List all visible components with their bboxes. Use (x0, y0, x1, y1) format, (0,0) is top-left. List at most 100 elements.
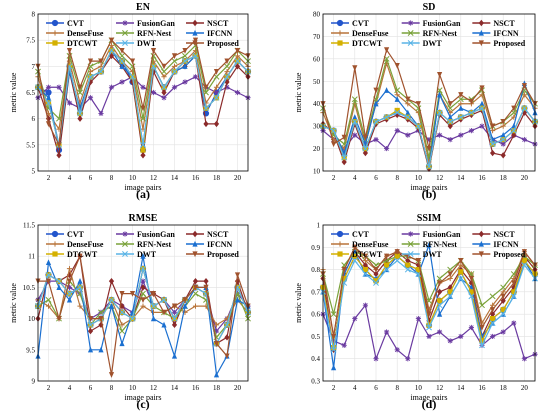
legend-marker (192, 230, 198, 238)
legend-label: Proposed (493, 250, 525, 259)
y-tick-label: 80 (313, 11, 321, 19)
data-point (341, 266, 347, 273)
x-tick-label: 2 (47, 174, 51, 182)
legend-label: DTCWT (352, 39, 383, 48)
data-point (98, 68, 104, 75)
data-point (447, 271, 453, 278)
data-point (140, 297, 146, 303)
data-point (383, 114, 390, 121)
data-point (457, 96, 464, 103)
data-point (150, 303, 157, 310)
x-tick-label: 16 (192, 174, 200, 182)
data-point (203, 120, 209, 128)
data-point (352, 132, 358, 138)
data-point (384, 253, 390, 260)
data-point (500, 307, 506, 313)
data-point (500, 293, 506, 300)
data-point (362, 302, 368, 308)
data-point (373, 270, 379, 278)
legend-marker (52, 40, 58, 46)
data-point (468, 279, 474, 287)
data-point (98, 110, 104, 117)
data-point (66, 290, 73, 297)
data-point (373, 100, 379, 107)
legend-marker (192, 40, 198, 47)
data-point (511, 280, 517, 287)
data-point (129, 315, 136, 322)
data-point (45, 296, 52, 303)
data-point (182, 63, 188, 69)
data-point (447, 137, 453, 143)
x-tick-label: 14 (457, 384, 465, 392)
data-point (224, 58, 230, 65)
data-point (490, 302, 496, 308)
data-point (56, 142, 62, 148)
x-tick-label: 20 (234, 174, 242, 182)
data-point (140, 84, 146, 90)
data-point (129, 73, 136, 80)
x-tick-label: 18 (500, 384, 508, 392)
data-point (56, 316, 62, 322)
y-tick-label: 1 (317, 222, 321, 230)
data-point (352, 244, 358, 251)
data-point (331, 141, 337, 148)
legend-marker (408, 231, 414, 237)
y-axis-label: metric value (9, 72, 18, 112)
y-tick-label: 7.5 (26, 37, 35, 45)
data-point (224, 321, 230, 328)
x-tick-label: 4 (353, 174, 357, 182)
legend-label: DenseFuse (352, 29, 389, 38)
data-point (66, 100, 73, 106)
data-point (150, 315, 157, 322)
data-point (77, 115, 83, 122)
legend-marker (122, 20, 128, 26)
x-tick-label: 4 (68, 174, 72, 182)
legend-marker (52, 241, 58, 247)
data-point (394, 107, 400, 114)
data-point (171, 63, 178, 69)
x-tick-label: 16 (479, 174, 487, 182)
data-point (108, 84, 115, 90)
data-point (500, 152, 506, 159)
legend-marker (52, 30, 58, 36)
data-point (45, 278, 52, 285)
data-point (331, 333, 337, 340)
legend-marker (192, 240, 198, 247)
data-point (213, 94, 220, 101)
legend-marker (478, 240, 484, 247)
data-point (234, 296, 241, 303)
data-point (140, 152, 146, 159)
data-point (203, 89, 209, 96)
data-point (66, 284, 73, 290)
data-point (224, 63, 230, 70)
data-point (66, 48, 73, 54)
y-axis-label: metric value (9, 283, 18, 323)
data-point (490, 307, 496, 313)
data-point (150, 89, 157, 96)
data-point (510, 271, 517, 277)
data-point (140, 290, 146, 297)
data-point (182, 48, 188, 54)
data-point (119, 322, 125, 328)
x-tick-label: 18 (213, 174, 221, 182)
data-point (182, 303, 188, 309)
legend-label: CVT (352, 230, 370, 239)
data-point (479, 302, 485, 309)
x-tick-label: 10 (415, 174, 423, 182)
data-point (77, 84, 83, 91)
data-point (98, 346, 104, 353)
data-point (426, 324, 432, 331)
data-point (192, 290, 199, 297)
legend-marker (478, 251, 484, 258)
data-point (171, 315, 178, 322)
data-point (394, 253, 400, 259)
data-point (511, 284, 517, 291)
legend-marker (122, 231, 128, 237)
data-point (437, 288, 443, 296)
data-point (213, 371, 220, 378)
x-tick-label: 8 (395, 174, 399, 182)
legend-label: IFCNN (493, 29, 519, 38)
data-point (213, 322, 220, 328)
data-point (341, 154, 348, 161)
y-tick-label: 11.5 (23, 222, 35, 230)
